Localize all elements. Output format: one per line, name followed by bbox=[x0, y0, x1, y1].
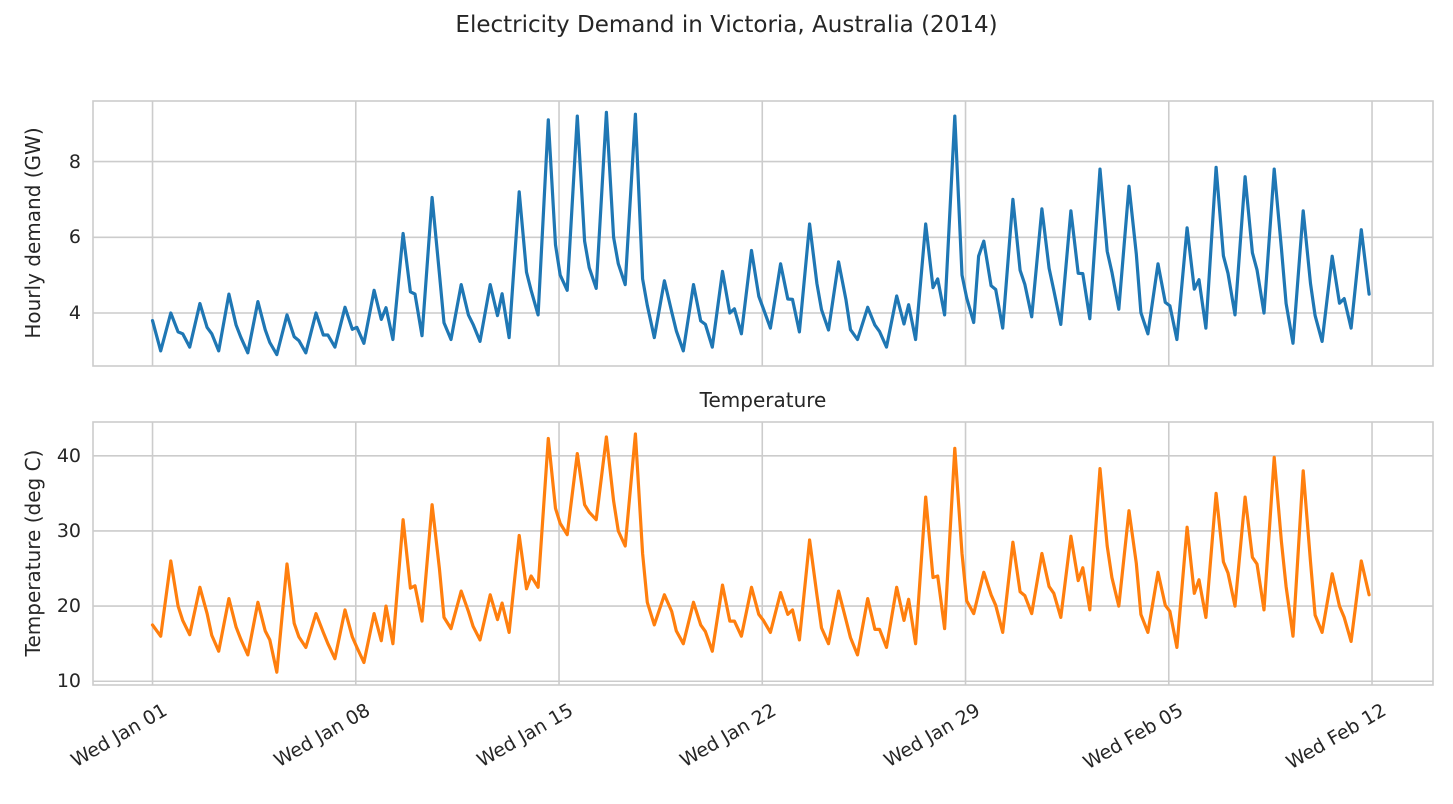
y-tick-label: 20 bbox=[56, 595, 81, 618]
y-tick-label: 4 bbox=[68, 302, 81, 324]
y-tick-label: 10 bbox=[56, 670, 81, 693]
y-tick-label: 40 bbox=[56, 444, 81, 467]
temperature-chart-title: Temperature bbox=[699, 388, 827, 412]
temperature-line bbox=[150, 432, 1371, 674]
hourly-demand-line bbox=[150, 110, 1371, 357]
y-tick-label: 30 bbox=[56, 519, 81, 542]
figure-title: Electricity Demand in Victoria, Australi… bbox=[455, 12, 998, 38]
y-tick-label: 6 bbox=[68, 226, 81, 249]
plot-border bbox=[92, 100, 1434, 367]
y-tick-label: 8 bbox=[68, 150, 81, 173]
plot-border bbox=[92, 421, 1434, 686]
